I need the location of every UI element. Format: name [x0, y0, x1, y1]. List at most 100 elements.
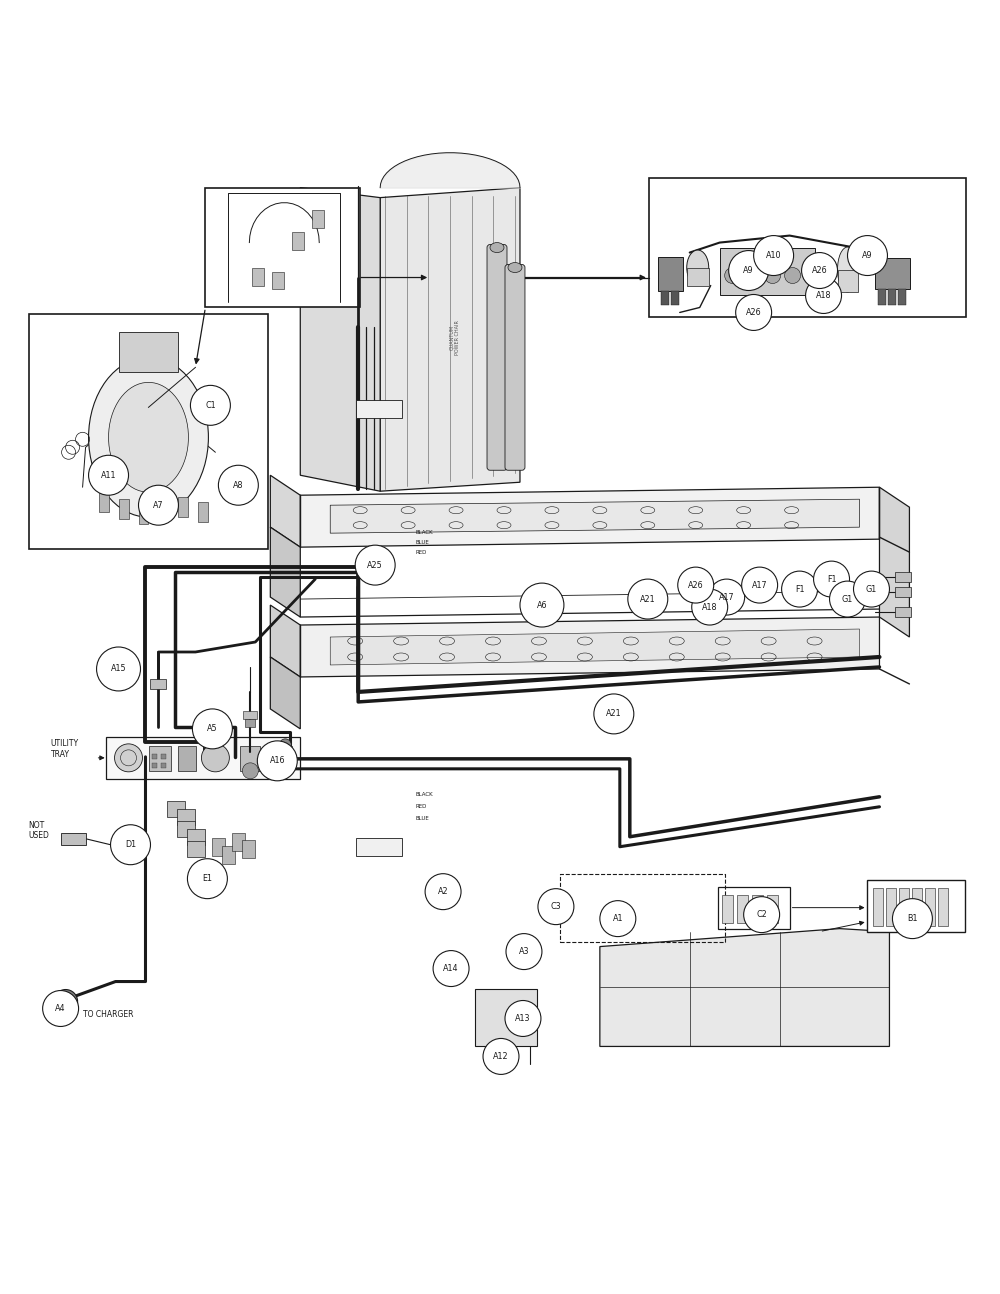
Bar — [161, 763, 166, 767]
Bar — [752, 894, 763, 923]
Circle shape — [111, 824, 150, 864]
Bar — [282, 749, 288, 767]
FancyBboxPatch shape — [356, 837, 402, 855]
Text: BLACK: BLACK — [415, 792, 433, 797]
Bar — [838, 269, 858, 292]
Text: A17: A17 — [752, 581, 767, 590]
Bar — [252, 268, 264, 286]
Text: A21: A21 — [606, 709, 622, 718]
Bar — [767, 894, 778, 923]
Bar — [899, 888, 909, 925]
Bar — [106, 736, 300, 779]
Circle shape — [594, 694, 634, 734]
Circle shape — [201, 744, 229, 771]
Circle shape — [520, 584, 564, 628]
Text: RED: RED — [415, 805, 426, 809]
Text: ELEVATE: ELEVATE — [368, 844, 391, 849]
Circle shape — [54, 990, 78, 1013]
Bar — [875, 258, 910, 290]
Bar — [187, 841, 205, 857]
Bar — [149, 745, 171, 771]
Text: A12: A12 — [493, 1052, 509, 1061]
Bar — [205, 188, 360, 308]
Bar — [212, 837, 225, 855]
Circle shape — [115, 744, 142, 771]
Text: G1: G1 — [866, 585, 877, 594]
Circle shape — [139, 485, 178, 525]
Bar — [722, 894, 733, 923]
Text: F1: F1 — [827, 575, 836, 584]
Text: A18: A18 — [816, 291, 831, 300]
Text: A11: A11 — [101, 471, 116, 480]
Ellipse shape — [687, 250, 709, 285]
Bar — [161, 754, 166, 758]
Ellipse shape — [838, 247, 858, 292]
Polygon shape — [270, 657, 300, 729]
Bar — [152, 754, 157, 758]
Circle shape — [754, 236, 794, 276]
Text: A16: A16 — [270, 756, 285, 765]
Bar — [938, 888, 948, 925]
Ellipse shape — [89, 357, 208, 518]
Bar — [177, 820, 195, 837]
Bar — [198, 502, 208, 523]
Text: A26: A26 — [746, 308, 761, 317]
Text: A9: A9 — [862, 251, 873, 260]
Polygon shape — [300, 488, 879, 547]
Circle shape — [505, 1000, 541, 1036]
Bar — [658, 256, 683, 291]
Text: B1: B1 — [907, 914, 918, 923]
Bar — [222, 846, 235, 863]
Bar — [878, 290, 886, 305]
Circle shape — [725, 268, 741, 283]
Text: TO CHARGER: TO CHARGER — [83, 1011, 133, 1018]
Circle shape — [538, 889, 574, 925]
Bar — [925, 888, 935, 925]
Bar — [886, 888, 896, 925]
Bar — [312, 210, 324, 228]
Bar — [687, 268, 709, 286]
Circle shape — [854, 571, 889, 607]
Bar — [671, 291, 679, 305]
Bar — [245, 719, 255, 727]
Bar — [29, 314, 268, 549]
Text: RED: RED — [415, 550, 426, 555]
Ellipse shape — [490, 242, 504, 252]
Bar — [240, 745, 260, 771]
Text: A17: A17 — [719, 593, 734, 602]
Bar — [273, 749, 279, 767]
Bar — [867, 880, 965, 932]
Bar — [167, 801, 185, 817]
Bar — [912, 888, 922, 925]
Circle shape — [736, 295, 772, 330]
Text: UTILITY
TRAY: UTILITY TRAY — [51, 739, 79, 758]
Polygon shape — [879, 488, 909, 637]
Circle shape — [678, 567, 714, 603]
Polygon shape — [270, 606, 300, 677]
Bar — [649, 177, 966, 317]
Text: C2: C2 — [756, 910, 767, 919]
FancyBboxPatch shape — [356, 400, 402, 418]
Circle shape — [709, 580, 745, 615]
Bar — [152, 763, 157, 767]
Text: A7: A7 — [153, 501, 164, 510]
Bar — [888, 290, 896, 305]
Circle shape — [742, 567, 778, 603]
Polygon shape — [300, 617, 879, 677]
Bar — [718, 886, 790, 929]
Bar — [139, 505, 148, 524]
Text: A4: A4 — [55, 1004, 66, 1013]
Circle shape — [190, 386, 230, 426]
Circle shape — [242, 763, 258, 779]
Bar — [737, 894, 748, 923]
Text: E1: E1 — [202, 875, 212, 884]
Text: A10: A10 — [766, 251, 781, 260]
Bar — [898, 290, 906, 305]
Polygon shape — [270, 527, 300, 617]
Bar — [661, 291, 669, 305]
Bar — [119, 333, 178, 373]
Text: A26: A26 — [688, 581, 704, 590]
Bar — [187, 828, 205, 845]
Text: A14: A14 — [443, 964, 459, 973]
Circle shape — [830, 581, 865, 617]
